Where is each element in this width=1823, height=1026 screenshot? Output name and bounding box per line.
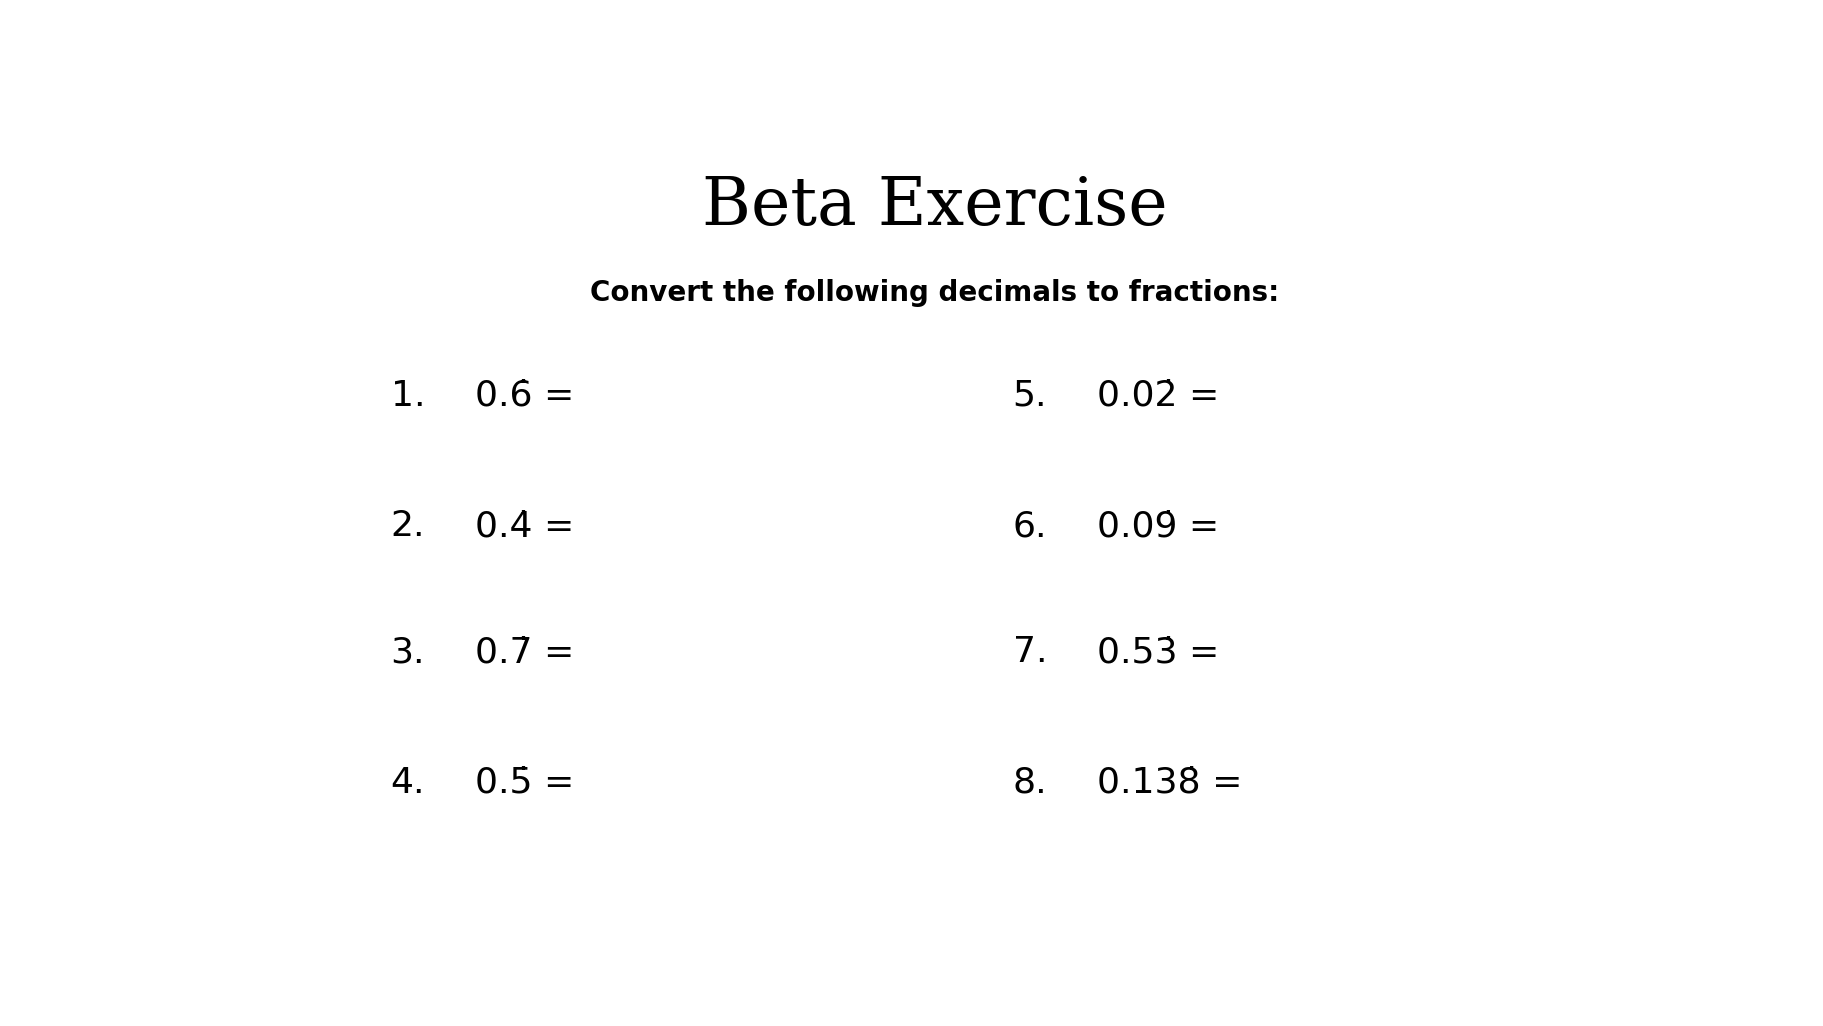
Text: 0.02̇ =: 0.02̇ = [1097, 379, 1220, 412]
Text: 0.09̇ =: 0.09̇ = [1097, 509, 1220, 543]
Text: β: β [42, 53, 108, 161]
Text: 4.: 4. [390, 765, 425, 800]
Text: 8.: 8. [1012, 765, 1046, 800]
Text: 0.4̇ =: 0.4̇ = [476, 509, 574, 543]
Text: 3.: 3. [390, 635, 425, 669]
Text: 6.: 6. [1012, 509, 1046, 543]
Text: 0.7̇ =: 0.7̇ = [476, 635, 574, 669]
Text: Convert the following decimals to fractions:: Convert the following decimals to fracti… [591, 279, 1278, 307]
Text: 7.: 7. [1012, 635, 1046, 669]
Text: 0.6̇ =: 0.6̇ = [476, 379, 574, 412]
Text: 0.138̇ =: 0.138̇ = [1097, 765, 1241, 800]
Text: 2.: 2. [390, 509, 425, 543]
Text: 1.: 1. [390, 379, 425, 412]
Text: 5.: 5. [1012, 379, 1046, 412]
Text: 0.53̇ =: 0.53̇ = [1097, 635, 1220, 669]
Text: 0.5̇ =: 0.5̇ = [476, 765, 574, 800]
Text: Beta Exercise: Beta Exercise [702, 173, 1167, 239]
